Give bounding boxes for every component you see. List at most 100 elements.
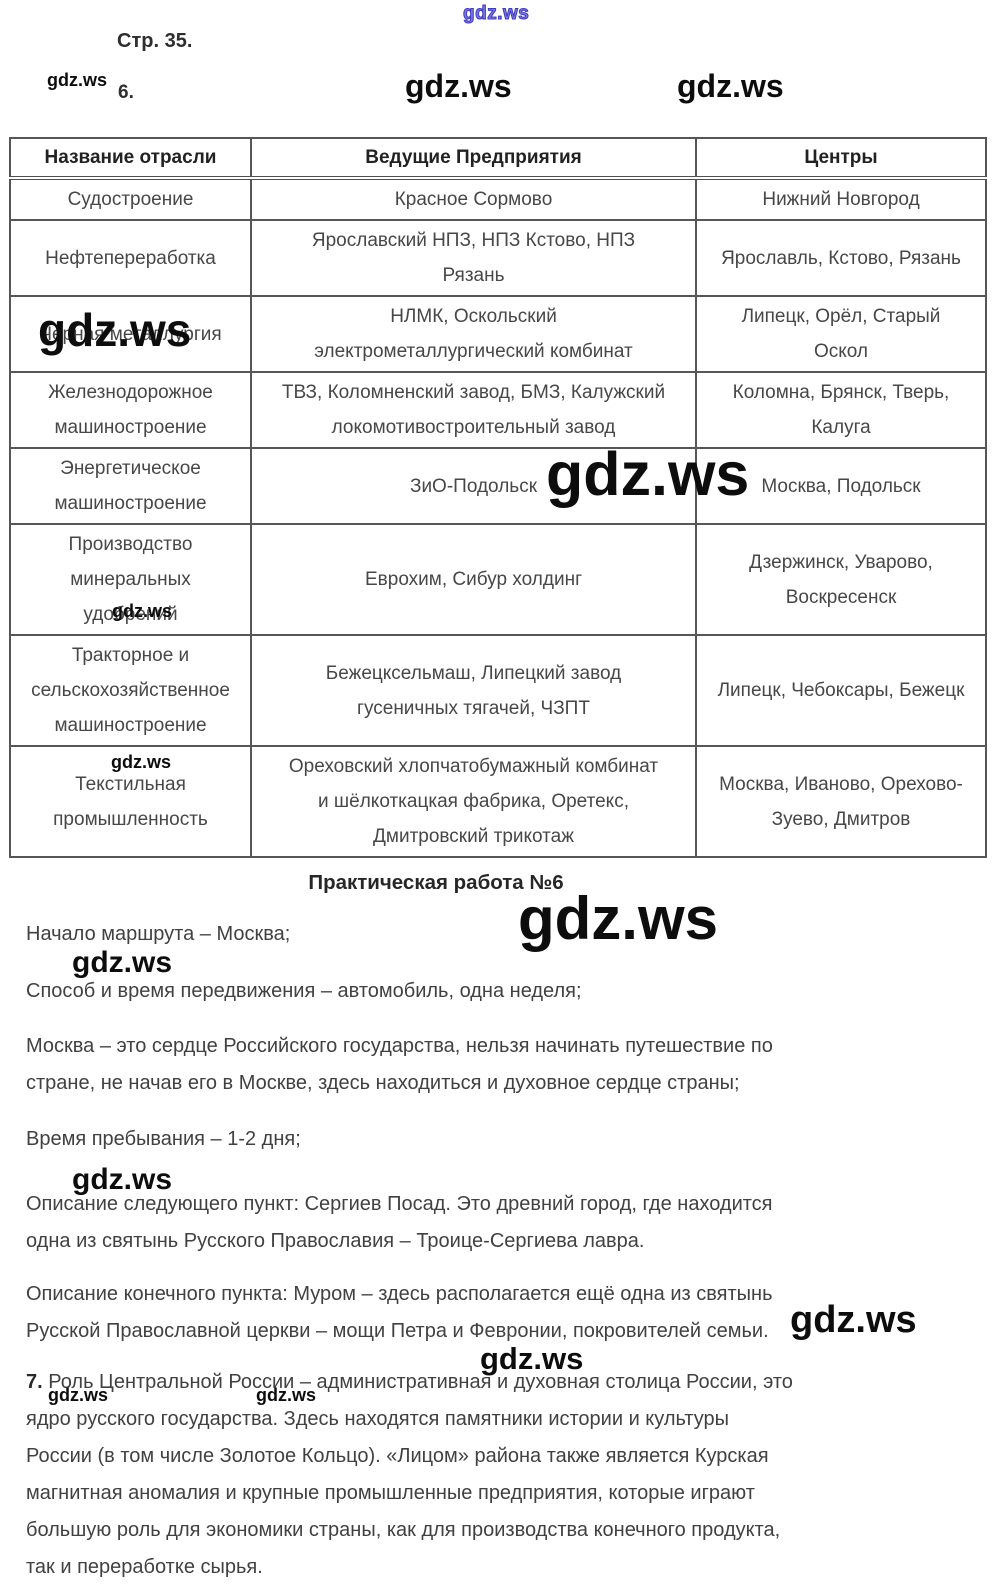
paragraph-moscow: Москва – это сердце Российского государс… (26, 1028, 773, 1102)
table-cell: Москва, Подольск (695, 447, 987, 525)
text-line: машиностроение (54, 715, 207, 736)
text-line: Москва, Иваново, Орехово- (719, 773, 963, 795)
text-line: Красное Сормово (394, 189, 553, 210)
table-row: Текстильная промышленность Ореховский хлоп… (9, 745, 987, 858)
table-cell: Текстильная промышленность (9, 745, 252, 858)
text-line: Воскресенск (785, 586, 897, 608)
watermark-gdzws: gdz.ws (38, 304, 192, 356)
text-line: Энергетическое (60, 458, 201, 479)
text-line: магнитная аномалия и крупные промышленны… (26, 1482, 755, 1504)
table-cell: Липецк, Чебоксары, Бежецк (695, 634, 987, 747)
column-header: Название отрасли (9, 137, 252, 180)
text-line: Липецк, Чебоксары, Бежецк (717, 680, 965, 701)
text-line: Железнодорожное (48, 382, 213, 403)
text-line: машиностроение (54, 417, 207, 438)
text-line: и шёлкоткацкая фабрика, Оретекс, (318, 791, 629, 812)
watermark-gdzws: gdz.ws (72, 946, 173, 979)
text-line: гусеничных тягачей, ЧЗПТ (357, 697, 590, 719)
text-line: машиностроение (54, 493, 207, 514)
text-line: России (в том числе Золотое Кольцо). «Ли… (26, 1445, 769, 1467)
table-cell: Ярославль, Кстово, Рязань (695, 219, 987, 297)
paragraph-sergiev-posad: Описание следующего пункт: Сергиев Посад… (26, 1186, 773, 1260)
text-line: минеральных (70, 569, 191, 590)
text-line: Описание следующего пункт: Сергиев Посад… (26, 1193, 773, 1215)
text-line: Время пребывания – 1-2 дня; (26, 1128, 301, 1150)
table-cell: Бежецксельмаш, Липецкий завод гусеничных … (250, 634, 697, 747)
text-line: Еврохим, Сибур холдинг (365, 569, 582, 590)
industries-table: Название отрасли Ведущие Предприятия Центр… (9, 137, 987, 858)
text-line: удобрений (83, 604, 178, 625)
text-line: Ярославль, Кстово, Рязань (721, 247, 961, 269)
text-line: Дзержинск, Уварово, (749, 551, 933, 573)
text-line: Способ и время передвижения – автомобиль… (26, 980, 582, 1002)
watermark-gdzws: gdz.ws (256, 1385, 317, 1405)
watermark-gdzws: gdz.ws (111, 752, 172, 772)
column-header: Ведущие Предприятия (250, 137, 697, 180)
paragraph-route-start: Начало маршрута – Москва; (26, 916, 290, 953)
text-line: электрометаллургический комбинат (314, 341, 633, 362)
text-line: одна из святынь Русского Православия – Т… (26, 1230, 645, 1252)
practical-work-title: Практическая работа №6 (308, 871, 564, 894)
table-cell: ЗиО-Подольск (250, 447, 697, 525)
table-cell: Нефтепереработка (9, 219, 252, 297)
text-line: ядро русского государства. Здесь находят… (26, 1408, 730, 1430)
paragraph-stay-duration: Время пребывания – 1-2 дня; (26, 1121, 301, 1158)
watermark-gdzws: gdz.ws (790, 1299, 917, 1341)
watermark-gdzws: gdz.ws (677, 68, 784, 104)
task-6-label: 6. (118, 82, 134, 103)
watermark-gdzws: gdz.ws (47, 70, 108, 90)
text-line: Тракторное и (71, 645, 190, 666)
table-cell: Коломна, Брянск, Тверь, Калуга (695, 371, 987, 449)
page-number-label: Стр. 35. (117, 30, 193, 52)
text-line: сельскохозяйственное (31, 680, 230, 701)
table-cell: Дзержинск, Уварово, Воскресенск (695, 523, 987, 636)
text-line: Бежецксельмаш, Липецкий завод (325, 662, 622, 684)
watermark-gdzws: gdz.ws (480, 1341, 584, 1376)
table-cell: ТВЗ, Коломненский завод, БМЗ, Калужский л… (250, 371, 697, 449)
text-line: 7. Роль Центральной России – администрат… (26, 1364, 793, 1401)
table-cell: Энергетическое машиностроение (9, 447, 252, 525)
table-cell: Москва, Иваново, Орехово- Зуево, Дмитров (695, 745, 987, 858)
task-7-number: 7. (26, 1371, 43, 1393)
text-line: Русской Православной церкви – мощи Петра… (26, 1320, 769, 1342)
text-line: Москва, Подольск (761, 475, 921, 497)
text-line: промышленность (53, 808, 208, 830)
text-line: Москва – это сердце Российского государс… (26, 1035, 773, 1057)
table-cell: Производство минеральных удобрений (9, 523, 252, 636)
text-line: Калуга (811, 417, 871, 438)
text-line: Черная металлургия (39, 323, 222, 345)
text-line: Производство (68, 534, 193, 555)
text-line: Описание конечного пункта: Муром – здесь… (26, 1283, 773, 1305)
paragraph-transport: Способ и время передвижения – автомобиль… (26, 973, 582, 1010)
text-line: большую роль для экономики страны, как д… (26, 1519, 781, 1541)
watermark-gdzws: gdz.ws (72, 1163, 173, 1196)
table-cell: Еврохим, Сибур холдинг (250, 523, 697, 636)
text-line: Ярославский НПЗ, НПЗ Кстово, НПЗ (311, 230, 636, 251)
text-line: ТВЗ, Коломненский завод, БМЗ, Калужский (281, 382, 666, 403)
watermark-gdzws: gdz.ws (546, 440, 750, 508)
table-cell: Судостроение (9, 177, 252, 221)
table-cell: Липецк, Орёл, Старый Оскол (695, 295, 987, 373)
task-7-text: 7. Роль Центральной России – администрат… (26, 1364, 793, 1586)
table-cell: Ореховский хлопчатобумажный комбинат и шё… (250, 745, 697, 858)
text-line: Текстильная (75, 773, 186, 795)
text-line: НЛМК, Оскольский (390, 306, 557, 327)
text-line: Липецк, Орёл, Старый (741, 306, 941, 327)
text-line: Зуево, Дмитров (771, 808, 911, 830)
text-line: так и переработке сырья. (26, 1556, 263, 1578)
table-row: Энергетическое машиностроение ЗиО-Подольск… (9, 447, 987, 525)
table-row: Черная металлургия НЛМК, Оскольский электр… (9, 295, 987, 373)
text-line: стране, не начав его в Москве, здесь нах… (26, 1072, 740, 1094)
table-cell: Тракторное и сельскохозяйственное машиност… (9, 634, 252, 747)
text-line: Дмитровский трикотаж (373, 826, 574, 847)
paragraph-murom: Описание конечного пункта: Муром – здесь… (26, 1276, 773, 1350)
table-row: Железнодорожное машиностроение ТВЗ, Коломн… (9, 371, 987, 449)
text-line: ЗиО-Подольск (409, 475, 538, 497)
table-row: Нефтепереработка Ярославский НПЗ, НПЗ Кст… (9, 219, 987, 297)
table-row: Производство минеральных удобрений Еврохим,… (9, 523, 987, 636)
text-line: Оскол (813, 341, 869, 362)
watermark-gdzws: gdz.ws (112, 601, 173, 621)
task-7-continuation: ядро русского государства. Здесь находят… (26, 1401, 793, 1586)
watermark-gdzws: gdz.ws (48, 1385, 109, 1405)
